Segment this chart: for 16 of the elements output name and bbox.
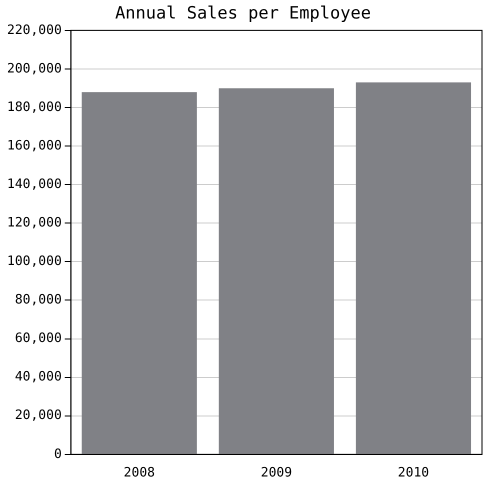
y-tick-label: 20,000: [14, 408, 62, 424]
y-tick-label: 60,000: [14, 331, 62, 346]
x-tick-label: 2008: [124, 466, 155, 481]
y-tick-label: 220,000: [6, 22, 62, 38]
y-tick-label: 0: [54, 446, 62, 462]
y-tick-label: 180,000: [6, 100, 62, 115]
y-tick-label: 140,000: [6, 176, 62, 192]
x-tick-label: 2010: [398, 466, 430, 481]
x-tick-label: 2009: [260, 466, 292, 481]
y-tick-label: 100,000: [6, 254, 62, 270]
y-tick-label: 40,000: [14, 370, 62, 385]
y-tick-label: 120,000: [6, 216, 62, 230]
y-tick-label: 160,000: [6, 138, 62, 154]
chart-title: Annual Sales per Employee: [115, 4, 371, 24]
y-tick-label: 80,000: [14, 292, 62, 308]
y-tick-label: 200,000: [6, 61, 62, 76]
